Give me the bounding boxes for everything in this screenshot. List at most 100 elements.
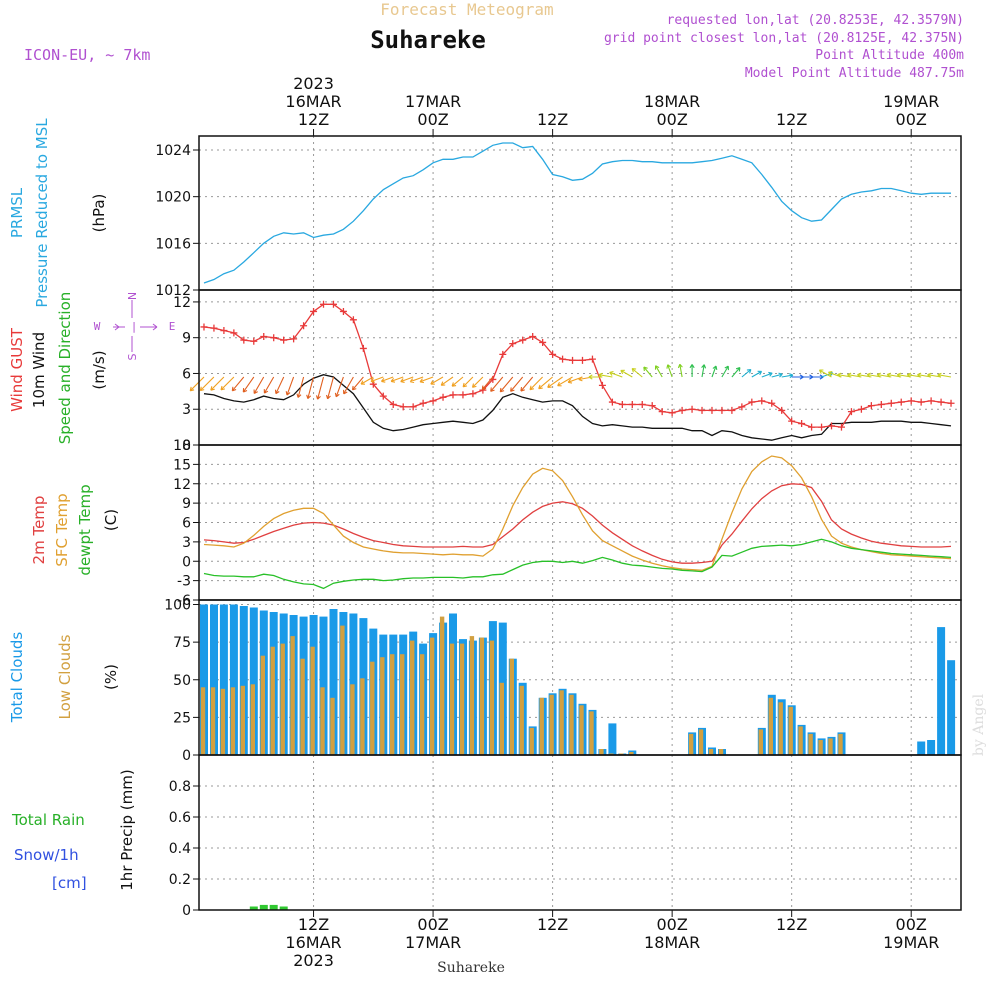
top-time-label: 19MAR xyxy=(883,92,939,111)
low-cloud-bar xyxy=(220,688,226,755)
y-tick-label: 18 xyxy=(173,438,191,454)
wind-direction-arrow xyxy=(285,376,295,396)
gust-marker xyxy=(708,406,716,414)
gust-marker xyxy=(310,307,318,315)
total-cloud-label: Total Clouds xyxy=(8,632,26,724)
gust-marker xyxy=(768,399,776,407)
y-tick-label: 12 xyxy=(173,295,191,311)
cloud-panel-labels: Total Clouds Low Clouds (%) xyxy=(8,632,120,724)
y-tick-label: 75 xyxy=(173,635,191,651)
gust-marker xyxy=(230,329,238,337)
point-altitude: Point Altitude 400m xyxy=(815,48,964,63)
wind-direction-arrow xyxy=(325,376,335,400)
gust-marker xyxy=(907,397,915,405)
low-cloud-bar xyxy=(539,697,544,755)
model-name: ICON-EU, ~ 7km xyxy=(24,46,150,64)
gust-marker xyxy=(927,397,935,405)
credit-text: by Angel xyxy=(971,693,987,756)
gust-marker xyxy=(429,397,437,405)
compass-rose: W E | N S xyxy=(94,292,176,361)
wind-direction-arrow xyxy=(731,366,741,378)
gust-marker xyxy=(270,334,278,342)
wind-direction-arrow xyxy=(701,364,707,378)
y-tick-label: 0.4 xyxy=(169,841,191,857)
wind-direction-arrow xyxy=(588,374,603,380)
pressure-panel: 1012 1016 1020 1024 xyxy=(155,136,961,299)
precip-legend-snow: Snow/1h xyxy=(14,846,79,864)
y-tick-label: -6 xyxy=(177,593,191,609)
low-cloud-bar xyxy=(788,706,793,755)
low-cloud-bar xyxy=(310,646,315,755)
gust-marker xyxy=(419,399,427,407)
y-tick-label: 0 xyxy=(182,748,191,764)
wind-direction-arrow xyxy=(490,376,504,392)
wind-direction-arrow xyxy=(220,376,235,391)
wind-direction-arrow xyxy=(400,376,414,383)
low-cloud-bar xyxy=(808,733,813,755)
wind-direction-arrow xyxy=(741,368,752,378)
gust-marker xyxy=(847,408,855,416)
gust-marker xyxy=(588,355,596,363)
wind-direction-arrow xyxy=(631,367,643,378)
wind-panel-labels: Wind GUST 10m Wind Speed and Direction (m/s… xyxy=(8,292,175,445)
compass-west: W xyxy=(94,320,101,333)
wind-direction-arrow xyxy=(510,376,524,392)
total-cloud-bar xyxy=(917,741,926,755)
gust-marker xyxy=(877,400,885,408)
gust-marker xyxy=(837,423,845,431)
y-tick-label: -3 xyxy=(177,574,191,590)
gust-marker xyxy=(678,406,686,414)
wind-direction-arrow xyxy=(343,376,354,395)
gust-marker xyxy=(798,420,806,428)
dewpt-label: dewpt Temp xyxy=(76,484,94,575)
pressure-label: PRMSL xyxy=(8,187,26,238)
low-cloud-bar xyxy=(210,687,216,755)
gust-marker xyxy=(788,417,796,425)
gust-marker xyxy=(339,307,347,315)
gust-marker xyxy=(897,398,905,406)
wind-direction-arrow xyxy=(761,371,773,378)
wind-direction-arrow xyxy=(210,376,225,391)
low-cloud-bar xyxy=(509,658,514,755)
gust-marker xyxy=(569,356,577,364)
low-cloud-label: Low Clouds xyxy=(56,634,74,719)
pressure-unit: (hPa) xyxy=(90,194,108,233)
low-cloud-bar xyxy=(380,657,385,755)
wind-direction-arrow xyxy=(471,376,484,388)
low-cloud-bar xyxy=(708,749,714,755)
bottom-time-label: 18MAR xyxy=(644,933,700,952)
wind-direction-arrow xyxy=(557,376,573,387)
top-time-label: 00Z xyxy=(896,110,927,129)
low-cloud-bar xyxy=(200,687,206,755)
y-tick-label: 0 xyxy=(182,438,191,454)
top-time-label: 00Z xyxy=(656,110,687,129)
gust-marker xyxy=(459,391,467,399)
wind-direction-arrow xyxy=(296,376,305,398)
total-cloud-bar xyxy=(349,613,358,755)
bottom-time-label: 19MAR xyxy=(883,933,939,952)
compass-east: E xyxy=(169,320,176,333)
precipitation-panel: 0 0.2 0.4 0.6 0.8 xyxy=(169,755,961,919)
gust-marker xyxy=(359,344,367,352)
wind-direction-arrow xyxy=(462,376,474,388)
total-cloud-bar xyxy=(249,607,258,755)
wind-direction-arrow xyxy=(520,376,534,392)
y-tick-label: 0.8 xyxy=(169,779,191,795)
precip-bar xyxy=(269,904,278,910)
y-tick-label: 6 xyxy=(182,366,191,382)
low-cloud-bar xyxy=(449,643,455,755)
wind-direction-arrow xyxy=(801,374,814,380)
gust-marker xyxy=(240,336,248,344)
bottom-time-label: 2023 xyxy=(293,951,334,970)
wind-direction-arrow xyxy=(620,369,633,378)
low-cloud-bar xyxy=(718,749,724,755)
wind-direction-arrow xyxy=(547,376,563,388)
low-cloud-bar xyxy=(688,733,694,755)
gust-marker xyxy=(937,398,945,406)
y-tick-label: 12 xyxy=(173,477,191,493)
bottom-time-label: 12Z xyxy=(298,915,329,934)
low-cloud-bar xyxy=(579,705,584,755)
gust-marker xyxy=(778,406,786,414)
wind-direction-arrow xyxy=(231,376,245,392)
gust-marker xyxy=(399,403,407,411)
